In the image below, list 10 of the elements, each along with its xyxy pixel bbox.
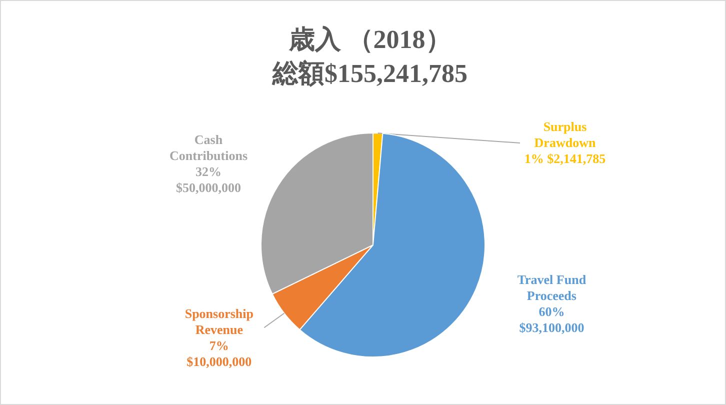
data-label: 60% $93,100,000 xyxy=(518,304,586,336)
slice-label: Travel Fund Proceeds xyxy=(516,272,588,304)
data-label: 32% $50,000,000 xyxy=(175,164,242,196)
chart-subtitle: 総額$155,241,785 xyxy=(272,59,468,88)
chart-title: 歳入 （2018） xyxy=(288,25,452,54)
slice-label: Cash Contributions xyxy=(168,132,249,164)
data-label: 7% $10,000,000 xyxy=(186,338,253,370)
data-label: 1% $2,141,785 xyxy=(523,151,607,167)
slice-label: Sponsorship Revenue xyxy=(184,306,254,338)
slice-label: Surplus Drawdown xyxy=(533,119,597,151)
